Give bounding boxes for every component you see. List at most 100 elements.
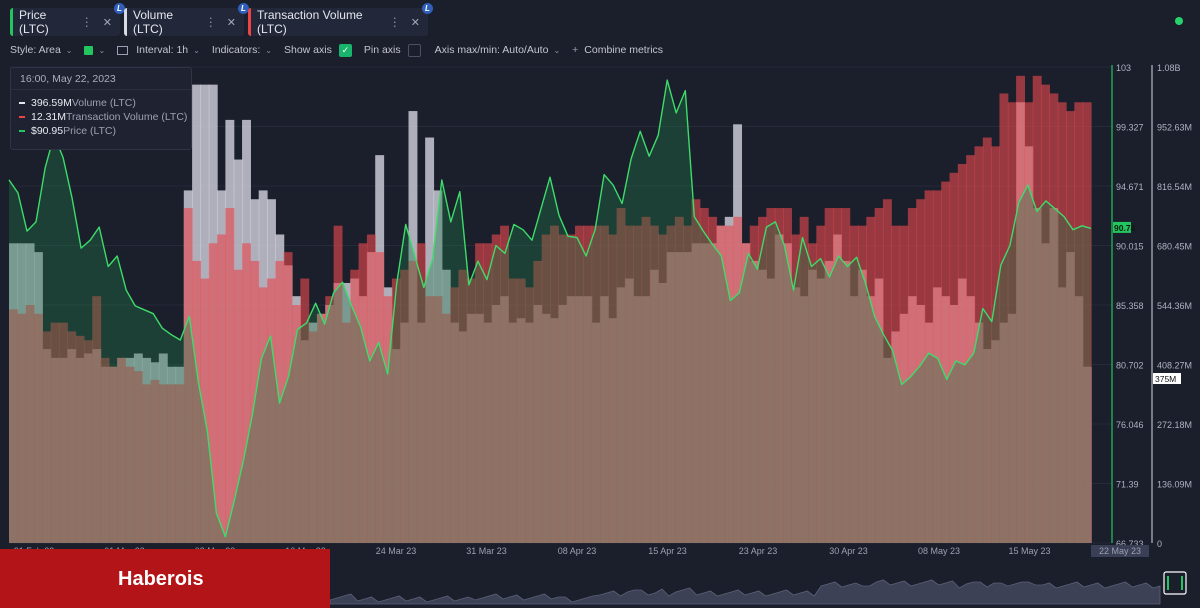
transaction-volume-bar <box>217 234 226 543</box>
price-tick-label: 80.702 <box>1116 361 1144 371</box>
transaction-volume-bar <box>491 234 501 543</box>
combine-metrics-button[interactable]: + Combine metrics <box>572 44 663 56</box>
pin-axis-toggle[interactable]: Pin axis <box>364 43 421 57</box>
transaction-volume-bar <box>774 208 784 543</box>
series-swatch <box>19 116 25 118</box>
transaction-volume-bar <box>1049 93 1059 543</box>
tooltip-value: $90.95 <box>31 125 64 137</box>
interval-dropdown[interactable]: Interval: 1h ⌄ <box>117 44 200 56</box>
transaction-volume-bar <box>608 234 618 543</box>
volume-tick-label: 136.09M <box>1157 480 1192 490</box>
transaction-volume-bar <box>42 331 52 543</box>
transaction-volume-bar <box>408 260 418 543</box>
more-icon[interactable]: ⋮ <box>80 15 93 29</box>
transaction-volume-bar <box>50 322 60 543</box>
transaction-volume-bar <box>475 243 485 543</box>
price-area-fill <box>9 80 1091 543</box>
transaction-volume-bar <box>841 208 851 543</box>
tab-transaction-volume[interactable]: Transaction Volume (LTC) ⋮ ✕ L <box>248 3 433 36</box>
tab-volume[interactable]: Volume (LTC) ⋮ ✕ L <box>124 3 249 36</box>
checkbox-checked-icon[interactable]: ✓ <box>338 43 352 57</box>
litecoin-icon: L <box>422 3 433 14</box>
litecoin-icon: L <box>238 3 249 14</box>
transaction-volume-bar <box>316 313 326 543</box>
transaction-volume-bar <box>158 384 168 543</box>
tab-label: Transaction Volume (LTC) <box>257 8 363 36</box>
tooltip-row-price: $90.95 Price (LTC) <box>11 124 191 138</box>
tooltip-time: 16:00, May 22, 2023 <box>11 68 191 90</box>
transaction-volume-bar <box>366 234 376 543</box>
x-tick-label: 23 Apr 23 <box>739 546 778 556</box>
axis-maxmin-dropdown[interactable]: Axis max/min: Auto/Auto ⌄ <box>435 44 561 56</box>
transaction-volume-bar <box>1041 84 1050 543</box>
more-icon[interactable]: ⋮ <box>204 15 217 29</box>
transaction-volume-bar <box>450 287 460 543</box>
transaction-volume-bar <box>183 208 193 543</box>
x-tick-label: 22 May 23 <box>1099 546 1141 556</box>
transaction-volume-bar <box>325 296 335 543</box>
transaction-volume-bar <box>832 208 842 543</box>
brand-watermark: Haberois <box>0 549 330 608</box>
show-axis-toggle[interactable]: Show axis ✓ <box>284 43 352 57</box>
transaction-volume-bar <box>899 225 909 543</box>
transaction-volume-bar <box>824 208 834 543</box>
transaction-volume-bar <box>874 208 884 543</box>
transaction-volume-bar <box>341 322 351 543</box>
transaction-volume-bar <box>583 225 593 543</box>
style-dropdown[interactable]: Style: Area ⌄ <box>10 44 72 56</box>
transaction-volume-bar <box>400 269 410 543</box>
close-icon[interactable]: ✕ <box>410 16 420 29</box>
transaction-volume-bar <box>500 225 509 543</box>
transaction-volume-bar <box>67 331 77 543</box>
transaction-volume-bar <box>749 225 759 543</box>
tooltip-row-volume: 396.59M Volume (LTC) <box>11 96 191 110</box>
tab-label: Volume (LTC) <box>133 8 174 36</box>
transaction-volume-bar <box>441 313 451 543</box>
more-icon[interactable]: ⋮ <box>388 15 401 29</box>
navigator[interactable] <box>329 566 1200 608</box>
transaction-volume-bar <box>1032 75 1042 543</box>
tab-price[interactable]: Price (LTC) ⋮ ✕ L <box>10 3 125 36</box>
transaction-volume-bars <box>9 75 1092 544</box>
close-icon[interactable]: ✕ <box>102 16 112 29</box>
chevron-down-icon: ⌄ <box>98 45 106 55</box>
x-tick-label: 31 Mar 23 <box>466 546 507 556</box>
close-icon[interactable]: ✕ <box>226 16 236 29</box>
indicators-dropdown[interactable]: Indicators: ⌄ <box>212 44 272 56</box>
indicators-label: Indicators: <box>211 44 261 56</box>
transaction-volume-bar <box>558 234 568 543</box>
transaction-volume-bar <box>375 252 385 543</box>
transaction-volume-bar <box>882 199 892 543</box>
transaction-volume-bar <box>1024 102 1034 543</box>
transaction-volume-bar <box>9 309 18 543</box>
transaction-volume-bar <box>741 243 751 543</box>
transaction-volume-bar <box>966 155 976 544</box>
price-tick-label: 103 <box>1116 63 1131 73</box>
transaction-volume-bar <box>808 243 817 543</box>
transaction-volume-bar <box>117 357 127 543</box>
transaction-volume-bar <box>225 208 235 543</box>
checkbox-empty-icon[interactable] <box>407 43 421 57</box>
transaction-volume-bar <box>724 225 734 543</box>
transaction-volume-bar <box>957 163 967 544</box>
volume-tick-label: 680.45M <box>1157 242 1192 252</box>
current-price-badge <box>1113 221 1131 233</box>
tooltip-value: 12.31M <box>31 111 67 123</box>
chart-tooltip: 16:00, May 22, 2023 396.59M Volume (LTC)… <box>10 67 192 150</box>
transaction-volume-bar <box>566 234 576 543</box>
transaction-volume-bar <box>458 269 468 543</box>
volume-tick-label: 408.27M <box>1157 361 1192 371</box>
transaction-volume-bar <box>100 357 110 543</box>
transaction-volume-bar <box>674 216 684 543</box>
transaction-volume-bar <box>641 216 651 543</box>
transaction-volume-bar <box>125 366 135 543</box>
transaction-volume-bar <box>1057 102 1067 543</box>
transaction-volume-bar <box>167 384 177 543</box>
tooltip-row-transaction-volume: 12.31M Transaction Volume (LTC) <box>11 110 191 124</box>
price-tick-label: 71.39 <box>1116 480 1139 490</box>
transaction-volume-bar <box>758 216 767 543</box>
color-picker[interactable]: ⌄ <box>84 45 106 55</box>
transaction-volume-bar <box>550 225 559 543</box>
transaction-volume-bar <box>258 287 268 543</box>
